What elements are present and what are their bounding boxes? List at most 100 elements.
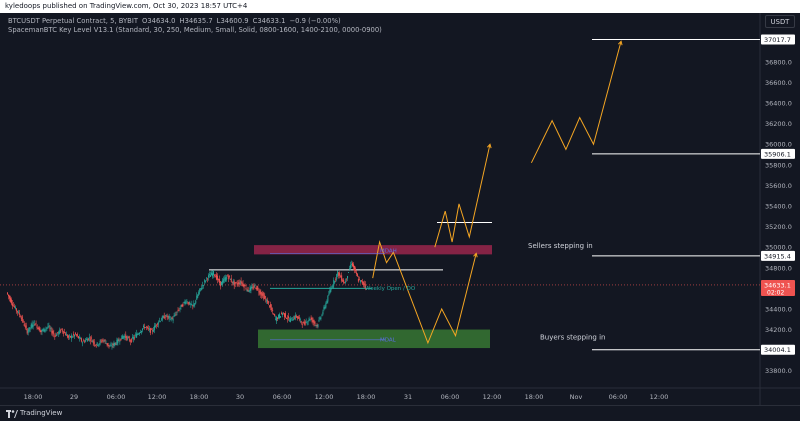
candle-body	[253, 285, 255, 288]
candle-body	[166, 316, 168, 318]
candle-body	[69, 335, 71, 337]
candle-body	[280, 316, 282, 318]
candle-body	[208, 275, 210, 278]
candle-body	[279, 314, 281, 319]
candle-body	[299, 318, 301, 321]
candle-body	[227, 276, 229, 280]
ohlc-close: C34633.1	[252, 17, 286, 25]
candle-body	[217, 279, 219, 281]
candle-body	[98, 343, 100, 346]
candle-body	[111, 346, 113, 348]
candle-body	[263, 294, 265, 300]
time-tick-label: 12:00	[650, 393, 669, 401]
candle-body	[203, 285, 205, 286]
candle-body	[304, 321, 306, 325]
candle-body	[35, 323, 37, 325]
candle-body	[360, 280, 362, 282]
candle-body	[38, 326, 40, 331]
candle-body	[344, 282, 346, 284]
candle-body	[154, 325, 156, 328]
candle-body	[201, 287, 203, 291]
candle-body	[202, 285, 204, 286]
candle-body	[213, 274, 215, 276]
candle-body	[105, 343, 107, 344]
candle-body	[50, 328, 52, 330]
candle-body	[124, 336, 126, 338]
candle-body	[79, 338, 81, 340]
candle-body	[120, 338, 122, 341]
candle-body	[352, 264, 354, 268]
candle-body	[150, 328, 152, 330]
candle-body	[126, 336, 128, 340]
currency-button[interactable]: USDT	[765, 15, 795, 28]
candle-body	[140, 332, 142, 333]
candle-body	[339, 272, 341, 276]
candle-body	[22, 320, 24, 322]
candle-body	[220, 282, 222, 286]
candle-body	[14, 306, 16, 309]
candle-body	[198, 292, 200, 296]
candle-body	[311, 317, 313, 322]
candle-body	[160, 320, 162, 321]
candle-body	[106, 343, 108, 345]
candle-body	[287, 316, 289, 319]
candle-body	[296, 316, 298, 319]
candle-body	[189, 302, 191, 305]
candle-body	[52, 331, 54, 334]
price-tick-label: 34400.0	[765, 305, 792, 313]
candle-body	[326, 301, 328, 303]
candle-body	[340, 276, 342, 278]
candle-body	[148, 328, 150, 330]
candle-body	[283, 313, 285, 317]
candle-body	[67, 335, 69, 338]
candle-body	[322, 311, 324, 315]
candle-body	[291, 319, 293, 321]
candle-body	[96, 342, 98, 345]
candle-body	[23, 323, 25, 327]
candle-body	[338, 272, 340, 276]
candle-body	[123, 335, 125, 338]
candle-body	[7, 294, 9, 297]
candle-body	[315, 325, 317, 326]
candle-body	[306, 322, 308, 324]
candle-body	[73, 334, 75, 336]
candle-body	[289, 318, 291, 323]
candle-body	[81, 342, 83, 344]
candle-body	[128, 336, 130, 338]
candle-body	[361, 281, 363, 284]
candle-body	[179, 308, 181, 309]
candle-body	[112, 344, 114, 346]
candle-body	[194, 303, 196, 305]
candle-body	[235, 282, 237, 284]
candle-body	[164, 317, 166, 319]
candle-body	[47, 326, 49, 328]
candle-body	[277, 317, 279, 319]
candle-body	[195, 300, 197, 304]
candle-body	[268, 301, 270, 303]
candle-body	[37, 328, 39, 329]
candle-body	[364, 284, 366, 287]
candle-body	[286, 318, 288, 320]
candle-body	[298, 317, 300, 319]
supply-zone	[254, 245, 492, 255]
candle-body	[228, 275, 230, 278]
candle-body	[329, 290, 331, 294]
time-tick-label: Nov	[570, 393, 583, 401]
candle-body	[153, 325, 155, 331]
candle-body	[226, 275, 228, 277]
candle-body	[261, 293, 263, 297]
candle-body	[42, 329, 44, 331]
candle-body	[10, 299, 12, 304]
candle-body	[233, 281, 235, 286]
time-tick-label: 12:00	[148, 393, 167, 401]
candle-body	[159, 321, 161, 323]
candle-body	[54, 336, 56, 338]
tradingview-logo-icon	[6, 410, 18, 418]
candle-body	[84, 340, 86, 342]
candle-body	[259, 290, 261, 295]
candle-body	[182, 304, 184, 307]
time-tick-label: 12:00	[483, 393, 502, 401]
candle-body	[282, 312, 284, 314]
